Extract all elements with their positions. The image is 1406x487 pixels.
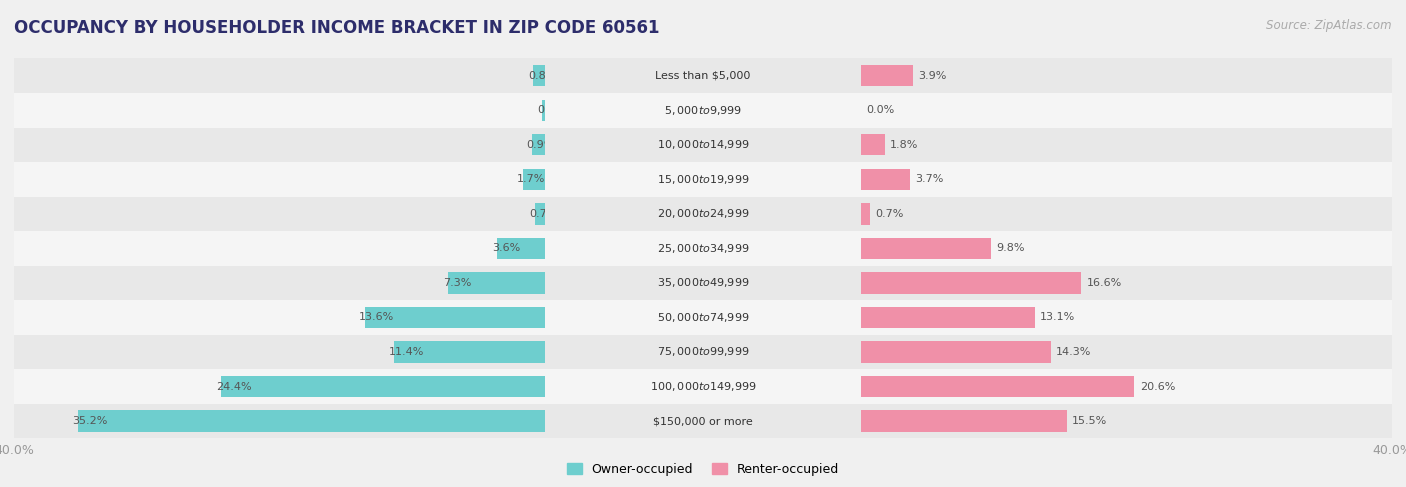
Bar xyxy=(534,203,546,225)
Text: OCCUPANCY BY HOUSEHOLDER INCOME BRACKET IN ZIP CODE 60561: OCCUPANCY BY HOUSEHOLDER INCOME BRACKET … xyxy=(14,19,659,37)
Bar xyxy=(0,197,1406,231)
Bar xyxy=(449,272,546,294)
Text: $20,000 to $24,999: $20,000 to $24,999 xyxy=(657,207,749,220)
Bar xyxy=(860,341,1050,363)
Bar xyxy=(0,128,1406,162)
Bar xyxy=(860,307,1035,328)
Bar xyxy=(0,93,1406,128)
Legend: Owner-occupied, Renter-occupied: Owner-occupied, Renter-occupied xyxy=(562,458,844,481)
Bar xyxy=(860,238,991,259)
Bar xyxy=(860,65,912,86)
Text: Source: ZipAtlas.com: Source: ZipAtlas.com xyxy=(1267,19,1392,33)
Text: 13.1%: 13.1% xyxy=(1040,313,1076,322)
Text: 14.3%: 14.3% xyxy=(1056,347,1091,357)
Bar xyxy=(0,369,1406,404)
Bar xyxy=(0,231,1406,265)
Text: $100,000 to $149,999: $100,000 to $149,999 xyxy=(650,380,756,393)
Text: 0.2%: 0.2% xyxy=(537,105,565,115)
Text: 0.88%: 0.88% xyxy=(529,71,564,81)
Text: 0.0%: 0.0% xyxy=(866,105,894,115)
Text: 24.4%: 24.4% xyxy=(217,381,252,392)
Bar xyxy=(0,197,1406,231)
Bar xyxy=(0,58,1406,93)
Text: 9.8%: 9.8% xyxy=(997,244,1025,253)
Text: $15,000 to $19,999: $15,000 to $19,999 xyxy=(657,173,749,186)
Text: 3.9%: 3.9% xyxy=(918,71,946,81)
Text: 20.6%: 20.6% xyxy=(1140,381,1175,392)
Bar xyxy=(0,197,1406,231)
Bar xyxy=(0,162,1406,197)
Bar xyxy=(0,404,1406,438)
Bar xyxy=(0,231,1406,265)
Bar xyxy=(531,134,546,155)
Bar xyxy=(0,265,1406,300)
Bar xyxy=(498,238,546,259)
Bar xyxy=(394,341,546,363)
Bar xyxy=(0,404,1406,438)
Bar xyxy=(221,376,546,397)
Bar xyxy=(860,134,884,155)
Bar xyxy=(0,231,1406,265)
Text: 1.8%: 1.8% xyxy=(890,140,918,150)
Text: $5,000 to $9,999: $5,000 to $9,999 xyxy=(664,104,742,117)
Text: 3.7%: 3.7% xyxy=(915,174,943,184)
Bar xyxy=(0,128,1406,162)
Bar xyxy=(0,58,1406,93)
Bar xyxy=(0,300,1406,335)
Bar xyxy=(533,65,546,86)
Text: 35.2%: 35.2% xyxy=(73,416,108,426)
Bar xyxy=(860,411,1067,432)
Bar xyxy=(0,93,1406,128)
Text: 0.99%: 0.99% xyxy=(527,140,562,150)
Bar xyxy=(77,411,546,432)
Bar xyxy=(0,335,1406,369)
Text: $35,000 to $49,999: $35,000 to $49,999 xyxy=(657,277,749,289)
Bar xyxy=(860,203,870,225)
Bar xyxy=(860,272,1081,294)
Bar xyxy=(0,265,1406,300)
Text: 11.4%: 11.4% xyxy=(388,347,423,357)
Text: 0.77%: 0.77% xyxy=(530,209,565,219)
Bar xyxy=(523,169,546,190)
Bar xyxy=(0,300,1406,335)
Text: 1.7%: 1.7% xyxy=(517,174,546,184)
Bar xyxy=(860,376,1135,397)
Bar xyxy=(0,58,1406,93)
Bar xyxy=(0,162,1406,197)
Text: 13.6%: 13.6% xyxy=(360,313,395,322)
Bar xyxy=(0,404,1406,438)
Text: $75,000 to $99,999: $75,000 to $99,999 xyxy=(657,345,749,358)
Bar xyxy=(0,265,1406,300)
Text: $25,000 to $34,999: $25,000 to $34,999 xyxy=(657,242,749,255)
Bar xyxy=(0,128,1406,162)
Text: $150,000 or more: $150,000 or more xyxy=(654,416,752,426)
Bar xyxy=(0,335,1406,369)
Bar xyxy=(0,369,1406,404)
Bar xyxy=(543,99,546,121)
Text: $50,000 to $74,999: $50,000 to $74,999 xyxy=(657,311,749,324)
Bar xyxy=(860,169,910,190)
Text: Less than $5,000: Less than $5,000 xyxy=(655,71,751,81)
Text: 7.3%: 7.3% xyxy=(443,278,471,288)
Text: $10,000 to $14,999: $10,000 to $14,999 xyxy=(657,138,749,151)
Bar xyxy=(0,93,1406,128)
Bar xyxy=(0,300,1406,335)
Bar xyxy=(0,162,1406,197)
Bar xyxy=(364,307,546,328)
Text: 15.5%: 15.5% xyxy=(1071,416,1108,426)
Text: 3.6%: 3.6% xyxy=(492,244,520,253)
Text: 0.7%: 0.7% xyxy=(876,209,904,219)
Text: 16.6%: 16.6% xyxy=(1087,278,1122,288)
Bar xyxy=(0,335,1406,369)
Bar xyxy=(0,369,1406,404)
